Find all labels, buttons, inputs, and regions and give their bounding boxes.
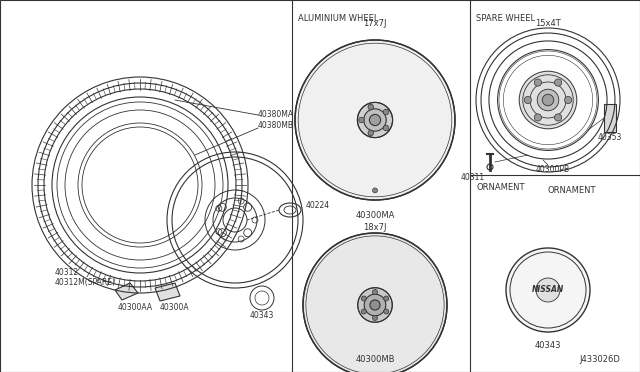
Text: 40300MB: 40300MB [355,356,395,365]
Circle shape [361,309,366,314]
Polygon shape [378,137,399,191]
Polygon shape [316,68,363,110]
Polygon shape [155,283,180,301]
Circle shape [519,71,577,129]
Polygon shape [380,241,413,291]
Text: 18x7J: 18x7J [364,224,387,232]
Polygon shape [389,128,440,164]
Polygon shape [303,118,358,132]
Polygon shape [348,124,358,131]
Polygon shape [365,322,385,371]
Text: 17x7J: 17x7J [364,19,387,29]
Text: 40300AA: 40300AA [118,302,153,311]
Circle shape [364,109,386,131]
Text: ALUMINIUM WHEEL: ALUMINIUM WHEEL [298,14,378,23]
Polygon shape [387,68,435,110]
Polygon shape [357,96,365,106]
Text: 40300A: 40300A [160,304,189,312]
Polygon shape [391,124,402,131]
Circle shape [383,125,389,131]
Polygon shape [385,96,393,106]
Text: 40380MA
40380MB: 40380MA 40380MB [258,110,294,130]
Polygon shape [380,51,409,105]
Circle shape [358,117,364,123]
Polygon shape [309,280,359,304]
Text: 40343: 40343 [535,340,561,350]
Polygon shape [350,137,372,191]
Text: ORNAMENT: ORNAMENT [548,186,596,195]
Polygon shape [392,118,447,132]
Circle shape [554,79,562,86]
Circle shape [364,294,386,316]
Circle shape [506,248,590,332]
Circle shape [524,96,531,103]
Circle shape [295,40,455,200]
Text: 40311: 40311 [461,173,485,183]
Circle shape [383,109,389,115]
Text: 40312
40312M(SPARE): 40312 40312M(SPARE) [55,268,116,288]
Text: 40300PB: 40300PB [536,166,570,174]
Polygon shape [317,314,364,354]
Polygon shape [373,138,377,148]
Polygon shape [391,280,441,304]
Circle shape [368,130,374,136]
Polygon shape [115,283,138,300]
Circle shape [536,278,560,302]
Circle shape [372,188,378,193]
Polygon shape [604,104,616,132]
Circle shape [537,89,559,111]
Text: NISSAN: NISSAN [532,285,564,295]
Text: J433026D: J433026D [579,356,620,365]
Circle shape [358,288,392,322]
Circle shape [361,296,366,301]
Circle shape [542,94,554,106]
Text: SPARE WHEEL: SPARE WHEEL [476,14,536,23]
Circle shape [372,315,378,321]
Circle shape [384,296,388,301]
Circle shape [370,300,380,310]
Polygon shape [387,314,433,354]
Circle shape [368,104,374,110]
Text: ORNAMENT: ORNAMENT [476,183,525,192]
Circle shape [384,309,388,314]
Text: 40343: 40343 [250,311,274,320]
Circle shape [534,114,541,121]
Text: 40224: 40224 [306,201,330,209]
Circle shape [357,102,392,138]
Text: 40300MA: 40300MA [355,211,395,219]
Text: 40353: 40353 [598,134,622,142]
Circle shape [564,96,572,103]
Text: 15x4T: 15x4T [535,19,561,29]
Circle shape [534,79,541,86]
Circle shape [372,289,378,295]
Circle shape [369,115,381,126]
Polygon shape [341,51,370,105]
Circle shape [303,233,447,372]
Polygon shape [310,128,361,164]
Circle shape [554,114,562,121]
Polygon shape [337,241,370,291]
